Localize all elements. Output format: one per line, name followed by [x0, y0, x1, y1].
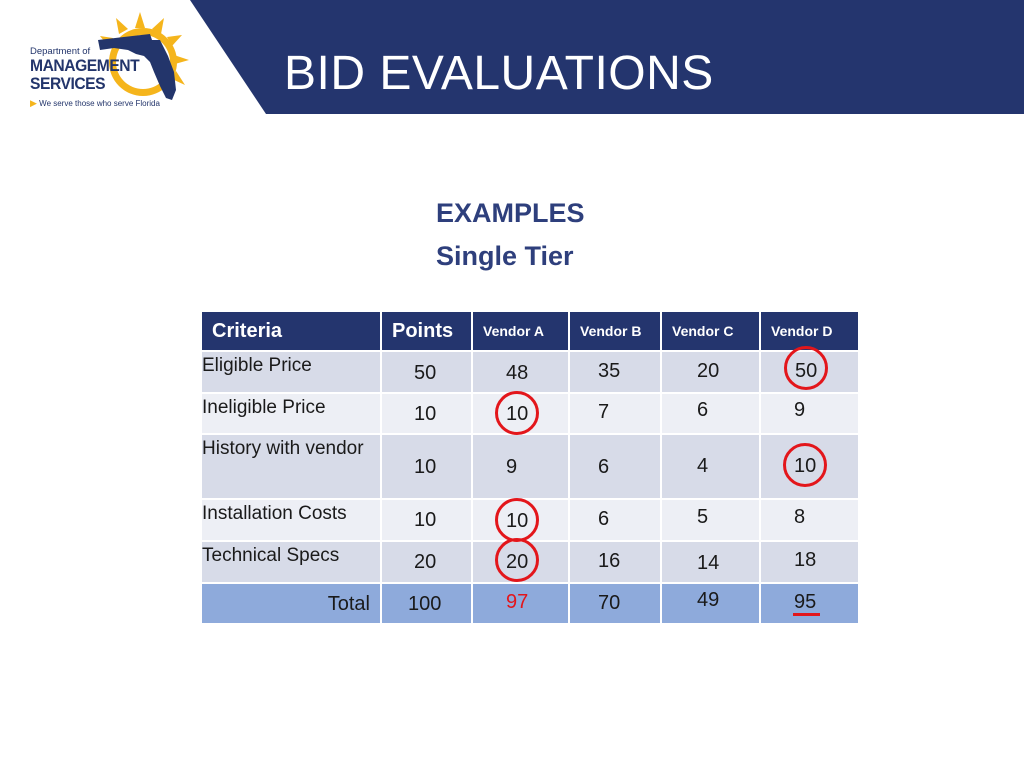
column-header: Vendor B — [568, 310, 662, 352]
table-cell: 18 — [759, 540, 860, 584]
table-cell: 35 — [568, 350, 662, 394]
column-header: Vendor D — [759, 310, 860, 352]
table-cell: 48 — [471, 350, 570, 394]
vendor-b-value: 16 — [598, 550, 621, 572]
table-row: Ineligible Price 10 10 7 6 9 — [200, 391, 860, 435]
vendor-c-total: 49 — [697, 589, 720, 611]
table-cell: 10 — [380, 498, 473, 542]
table-cell: 49 — [660, 582, 761, 625]
table-cell: 95 — [759, 582, 860, 625]
table-cell: 6 — [568, 433, 662, 500]
table-row: History with vendor 10 9 6 4 10 — [200, 433, 860, 500]
highlight-circle — [784, 346, 828, 390]
points-value: 50 — [414, 362, 437, 384]
table-cell: 20 — [471, 538, 570, 584]
highlight-circle — [495, 498, 539, 542]
table-header-row: Criteria Points Vendor A Vendor B Vendor… — [200, 310, 860, 352]
column-header: Points — [380, 310, 473, 352]
total-label: Total — [327, 593, 370, 615]
points-value: 10 — [414, 509, 437, 531]
table-row: Technical Specs 20 20 16 14 18 — [200, 538, 860, 584]
table-cell: 20 — [660, 350, 761, 394]
vendor-b-value: 7 — [598, 401, 610, 423]
points-total: 100 — [408, 593, 442, 615]
table-cell: 6 — [568, 498, 662, 542]
criteria-cell: History with vendor — [200, 433, 382, 500]
vendor-c-value: 5 — [697, 506, 709, 528]
page-title: BID EVALUATIONS — [284, 47, 714, 100]
vendor-a-value: 48 — [506, 362, 529, 384]
highlight-circle — [783, 443, 827, 487]
table-cell: 20 — [380, 540, 473, 584]
vendor-a-total: 97 — [506, 591, 529, 613]
vendor-d-value: 18 — [794, 549, 817, 571]
table-row: Installation Costs 10 10 6 5 8 — [200, 498, 860, 542]
points-value: 20 — [414, 551, 437, 573]
highlight-circle — [495, 538, 539, 582]
highlight-underline — [793, 613, 820, 616]
table-cell: 100 — [380, 582, 473, 625]
points-value: 10 — [414, 403, 437, 425]
table-cell: 97 — [471, 582, 570, 625]
table-cell: 10 — [380, 433, 473, 500]
criteria-cell: Ineligible Price — [200, 392, 382, 435]
vendor-c-value: 6 — [697, 399, 709, 421]
bid-evaluation-table: Criteria Points Vendor A Vendor B Vendor… — [200, 310, 860, 625]
dms-logo: Department of MANAGEMENT SERVICES ▶ We s… — [0, 0, 200, 115]
column-header: Criteria — [200, 310, 382, 352]
table-cell: 9 — [759, 392, 860, 435]
criteria-cell: Installation Costs — [200, 498, 382, 542]
table-cell: 70 — [568, 582, 662, 625]
logo-tagline-text: We serve those who serve Florida — [39, 99, 160, 108]
criteria-cell: Technical Specs — [200, 540, 382, 584]
table-cell: 7 — [568, 392, 662, 435]
vendor-d-value: 9 — [794, 399, 806, 421]
table-cell: 16 — [568, 540, 662, 584]
examples-heading: EXAMPLES — [436, 198, 585, 228]
florida-sun-icon — [98, 12, 189, 100]
highlight-circle — [495, 391, 539, 435]
single-tier-heading: Single Tier — [436, 241, 574, 271]
vendor-c-value: 4 — [697, 455, 709, 477]
table-cell: 10 — [471, 391, 570, 435]
total-row: Total 100 97 70 49 95 — [200, 582, 860, 625]
table-cell: 50 — [380, 350, 473, 394]
logo-tagline: ▶ We serve those who serve Florida — [30, 98, 160, 109]
column-header: Vendor A — [471, 310, 570, 352]
total-label-cell: Total — [200, 582, 382, 625]
table-cell: 5 — [660, 498, 761, 542]
table-cell: 10 — [759, 433, 860, 500]
play-arrow-icon: ▶ — [30, 98, 37, 108]
table-cell: 50 — [759, 346, 860, 394]
table-cell: 8 — [759, 498, 860, 542]
table-cell: 9 — [471, 433, 570, 500]
vendor-b-value: 35 — [598, 360, 621, 382]
vendor-a-value: 9 — [506, 456, 518, 478]
vendor-b-value: 6 — [598, 456, 610, 478]
criteria-cell: Eligible Price — [200, 350, 382, 394]
table-cell: 10 — [471, 498, 570, 542]
column-header: Vendor C — [660, 310, 761, 352]
vendor-b-total: 70 — [598, 592, 621, 614]
table-cell: 14 — [660, 540, 761, 584]
header-bar — [190, 0, 1024, 114]
table-cell: 4 — [660, 433, 761, 500]
logo-management-text: MANAGEMENT — [30, 56, 140, 75]
vendor-c-value: 14 — [697, 552, 720, 574]
vendor-c-value: 20 — [697, 360, 720, 382]
points-value: 10 — [414, 456, 437, 478]
table-cell: 6 — [660, 392, 761, 435]
table-row: Eligible Price 50 48 35 20 50 — [200, 346, 860, 394]
vendor-d-value: 8 — [794, 506, 806, 528]
vendor-d-total: 95 — [794, 591, 817, 613]
table-cell: 10 — [380, 392, 473, 435]
vendor-b-value: 6 — [598, 508, 610, 530]
logo-services-text: SERVICES — [30, 74, 106, 93]
logo-dept-text: Department of — [30, 46, 91, 57]
